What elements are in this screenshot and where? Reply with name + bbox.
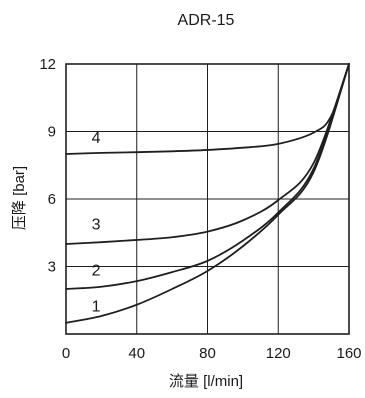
x-tick-label-3: 120 — [266, 345, 291, 362]
x-tick-label-1: 40 — [128, 345, 145, 362]
x-axis-label: 流量 [l/min] — [169, 373, 243, 390]
series-labels: 1 2 3 4 — [92, 130, 101, 316]
series-label-3: 3 — [92, 216, 101, 233]
plot-frame — [65, 63, 350, 335]
series-line-4 — [65, 63, 350, 155]
chart-title: ADR-15 — [178, 12, 235, 29]
series-line-3 — [65, 63, 350, 245]
x-tick-label-2: 80 — [199, 345, 216, 362]
y-tick-label-3: 12 — [39, 56, 56, 73]
x-tick-label-0: 0 — [62, 345, 70, 362]
plot-axes — [65, 63, 350, 335]
series-line-1 — [65, 63, 350, 324]
y-axis-label: 压降 [bar] — [11, 166, 28, 230]
series-label-1: 1 — [92, 299, 101, 316]
series-curves — [65, 63, 350, 324]
series-label-2: 2 — [92, 263, 101, 280]
y-tick-label-0: 3 — [48, 259, 56, 276]
x-tick-label-4: 160 — [336, 345, 361, 362]
series-line-2 — [65, 63, 350, 290]
y-tick-label-2: 9 — [48, 124, 56, 141]
series-label-4: 4 — [92, 130, 101, 147]
grid-lines — [66, 64, 349, 334]
y-tick-label-1: 6 — [48, 191, 56, 208]
